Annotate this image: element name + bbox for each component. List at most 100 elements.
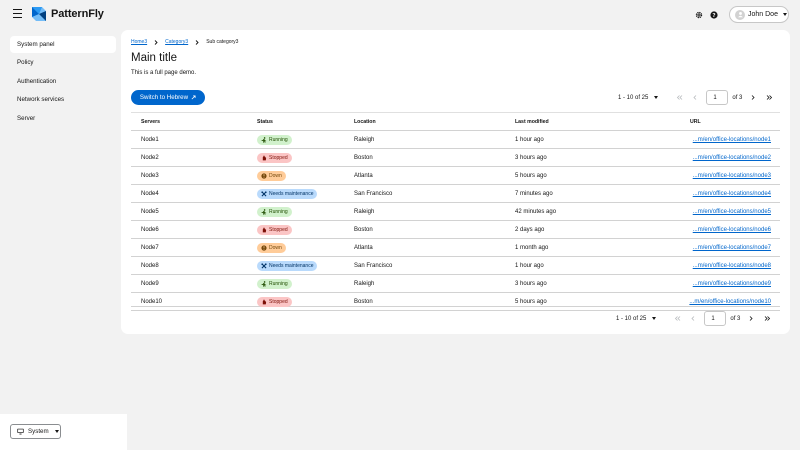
url-cell: ...m/en/office-locations/node8 bbox=[693, 257, 771, 274]
sidebar-item-authentication[interactable]: Authentication bbox=[10, 73, 116, 90]
breadcrumb-item-current: Sub category3 bbox=[206, 39, 239, 45]
location-cell: San Francisco bbox=[354, 262, 393, 269]
location-cell: San Francisco bbox=[354, 190, 393, 197]
status-badge: Down bbox=[257, 242, 286, 253]
url-link[interactable]: ...m/en/office-locations/node7 bbox=[692, 244, 771, 251]
first-page-icon[interactable] bbox=[674, 93, 684, 103]
sidebar-item-label: System panel bbox=[17, 41, 55, 48]
status-label: Needs maintenance bbox=[269, 262, 314, 269]
chevron-right-icon bbox=[153, 39, 159, 45]
sidebar: System panel Policy Authentication Netwo… bbox=[0, 30, 127, 450]
last-modified-cell: 2 days ago bbox=[515, 226, 545, 233]
status-label: Stopped bbox=[269, 154, 288, 161]
user-menu-button[interactable]: John Doe bbox=[729, 6, 789, 23]
column-header-url[interactable]: URL bbox=[690, 118, 701, 125]
last-page-icon[interactable] bbox=[764, 93, 774, 103]
status-cell: Running bbox=[257, 131, 292, 148]
url-cell: ...m/en/office-locations/node7 bbox=[693, 239, 771, 256]
maintenance-icon bbox=[261, 262, 267, 269]
per-page-toggle[interactable]: 1 - 10 of 25 bbox=[618, 95, 659, 101]
sidebar-item-server[interactable]: Server bbox=[10, 110, 116, 127]
last-modified-cell: 42 minutes ago bbox=[515, 208, 557, 215]
url-link[interactable]: ...m/en/office-locations/node10 bbox=[689, 298, 771, 305]
svg-text:?: ? bbox=[712, 13, 715, 19]
breadcrumb-item-home[interactable]: Home3 bbox=[131, 39, 148, 45]
external-link-icon bbox=[191, 95, 196, 100]
last-modified-cell: 5 hours ago bbox=[515, 172, 547, 179]
url-link[interactable]: ...m/en/office-locations/node2 bbox=[692, 154, 771, 161]
status-label: Running bbox=[269, 280, 288, 287]
status-label: Stopped bbox=[269, 298, 288, 305]
sidebar-item-network-services[interactable]: Network services bbox=[10, 91, 116, 108]
first-page-icon[interactable] bbox=[672, 314, 682, 324]
status-badge: Needs maintenance bbox=[257, 260, 318, 271]
theme-select[interactable]: System bbox=[10, 424, 61, 439]
status-badge: Running bbox=[257, 278, 292, 289]
url-link[interactable]: ...m/en/office-locations/node4 bbox=[692, 190, 771, 197]
column-header-last-modified[interactable]: Last modified bbox=[515, 118, 549, 125]
url-cell: ...m/en/office-locations/node6 bbox=[693, 221, 771, 238]
url-link[interactable]: ...m/en/office-locations/node5 bbox=[692, 208, 771, 215]
status-label: Down bbox=[269, 172, 282, 179]
brand-name: PatternFly bbox=[51, 8, 104, 20]
location-cell: Raleigh bbox=[354, 280, 375, 287]
table-row: Node5 Running Raleigh 42 minutes ago ...m/en… bbox=[131, 203, 780, 221]
url-cell: ...m/en/office-locations/node9 bbox=[693, 275, 771, 292]
per-page-toggle[interactable]: 1 - 10 of 25 bbox=[616, 316, 657, 322]
location-cell: Raleigh bbox=[354, 136, 375, 143]
gear-icon[interactable] bbox=[693, 9, 705, 21]
column-header-location[interactable]: Location bbox=[354, 118, 376, 125]
next-page-icon[interactable] bbox=[748, 93, 758, 103]
url-link[interactable]: ...m/en/office-locations/node8 bbox=[692, 262, 771, 269]
status-label: Running bbox=[269, 208, 288, 215]
status-label: Down bbox=[269, 244, 282, 251]
server-name-cell: Node6 bbox=[141, 226, 159, 233]
column-header-status[interactable]: Status bbox=[257, 118, 273, 125]
status-badge: Running bbox=[257, 134, 292, 145]
last-modified-cell: 1 month ago bbox=[515, 244, 549, 251]
location-cell: Boston bbox=[354, 154, 373, 161]
switch-language-button[interactable]: Switch to Hebrew bbox=[131, 90, 205, 105]
url-link[interactable]: ...m/en/office-locations/node3 bbox=[692, 172, 771, 179]
brand-logo[interactable]: PatternFly bbox=[31, 6, 104, 22]
server-name-cell: Node8 bbox=[141, 262, 159, 269]
column-header-servers[interactable]: Servers bbox=[141, 118, 161, 125]
page-number-input[interactable]: 1 bbox=[704, 311, 727, 326]
url-link[interactable]: ...m/en/office-locations/node1 bbox=[692, 136, 771, 143]
previous-page-icon[interactable] bbox=[688, 314, 698, 324]
chevron-down-icon bbox=[782, 13, 787, 16]
user-name: John Doe bbox=[748, 11, 778, 18]
running-icon bbox=[261, 136, 267, 143]
last-modified-cell: 1 hour ago bbox=[515, 262, 544, 269]
table-row: Node3 Down Atlanta 5 hours ago ...m/en/offic… bbox=[131, 167, 780, 185]
status-cell: Needs maintenance bbox=[257, 185, 318, 202]
theme-area: System bbox=[0, 414, 127, 450]
sidebar-item-policy[interactable]: Policy bbox=[10, 54, 116, 71]
location-cell: Boston bbox=[354, 226, 373, 233]
last-page-icon[interactable] bbox=[762, 314, 772, 324]
servers-table: Servers Status Location Last modified UR… bbox=[131, 112, 780, 311]
page-description: This is a full page demo. bbox=[131, 70, 197, 76]
url-link[interactable]: ...m/en/office-locations/node9 bbox=[692, 280, 771, 287]
table-row: Node9 Running Raleigh 3 hours ago ...m/en/of… bbox=[131, 275, 780, 293]
previous-page-icon[interactable] bbox=[690, 93, 700, 103]
table-row: Node4 Needs maintenance San Francisco 7 min… bbox=[131, 185, 780, 203]
help-icon[interactable]: ? bbox=[708, 9, 720, 21]
hamburger-menu-icon[interactable] bbox=[13, 9, 22, 18]
page-number-input[interactable]: 1 bbox=[706, 90, 729, 105]
url-link[interactable]: ...m/en/office-locations/node6 bbox=[692, 226, 771, 233]
next-page-icon[interactable] bbox=[746, 314, 756, 324]
down-icon bbox=[261, 172, 267, 179]
sidebar-item-label: Policy bbox=[17, 59, 34, 66]
sidebar-item-system-panel[interactable]: System panel bbox=[10, 36, 116, 53]
status-badge: Stopped bbox=[257, 152, 292, 163]
running-icon bbox=[261, 280, 267, 287]
pagination-bottom: 1 - 10 of 25 1 of 3 bbox=[616, 311, 772, 326]
location-cell: Raleigh bbox=[354, 208, 375, 215]
status-cell: Running bbox=[257, 275, 292, 292]
breadcrumb-item-category[interactable]: Category3 bbox=[165, 39, 189, 45]
main-content: Home3 Category3 Sub category3 Main title… bbox=[121, 30, 790, 334]
url-cell: ...m/en/office-locations/node2 bbox=[693, 149, 771, 166]
stopped-icon bbox=[261, 227, 267, 233]
chevron-down-icon bbox=[652, 317, 657, 320]
